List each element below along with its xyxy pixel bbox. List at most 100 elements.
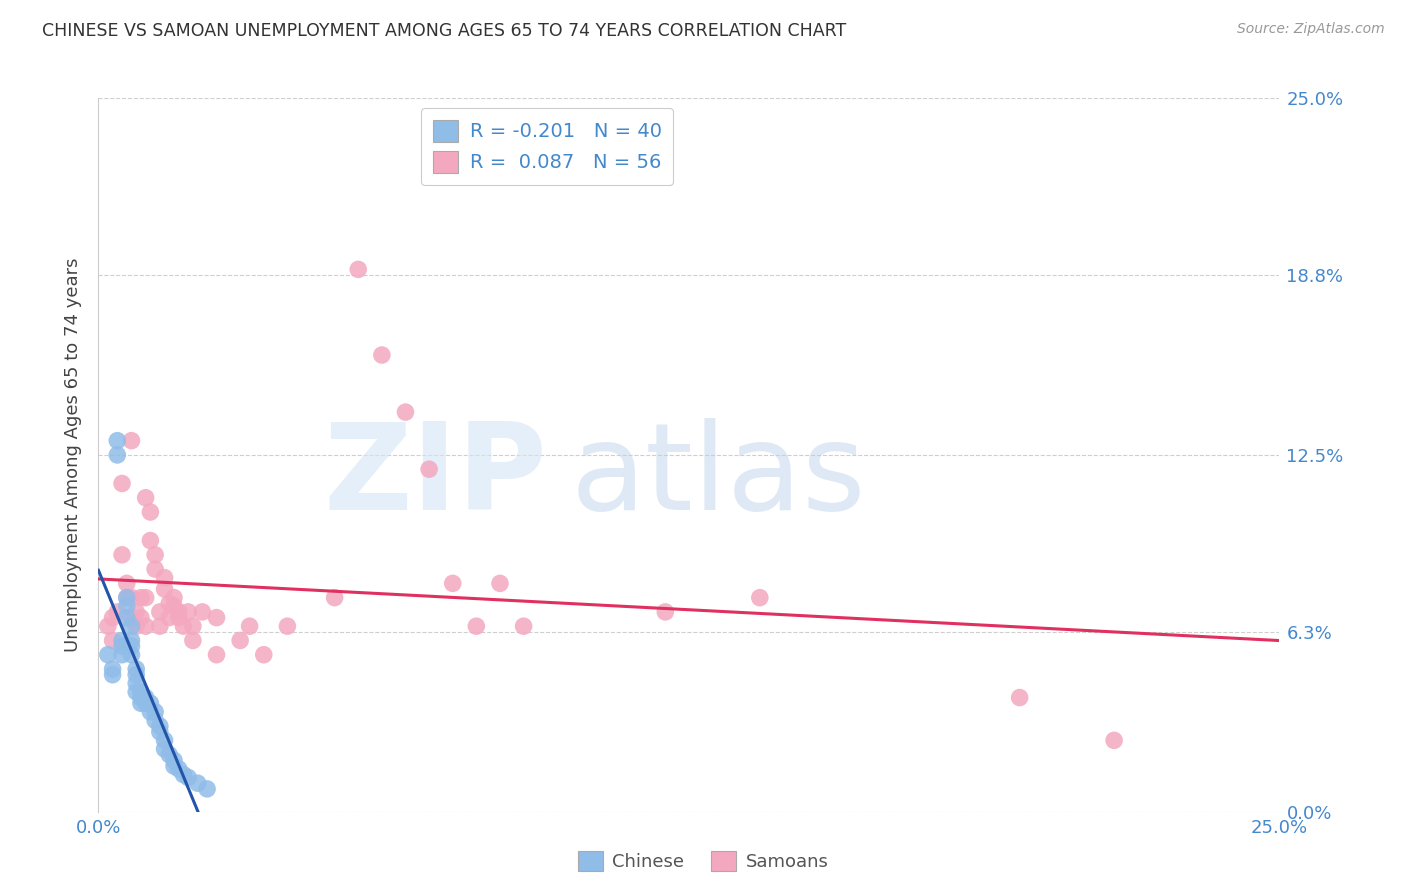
Point bbox=[163, 759, 186, 773]
Point bbox=[229, 633, 252, 648]
Point bbox=[139, 533, 162, 548]
Point bbox=[172, 767, 194, 781]
Point bbox=[101, 633, 124, 648]
Point bbox=[153, 571, 176, 585]
Text: CHINESE VS SAMOAN UNEMPLOYMENT AMONG AGES 65 TO 74 YEARS CORRELATION CHART: CHINESE VS SAMOAN UNEMPLOYMENT AMONG AGE… bbox=[42, 22, 846, 40]
Point bbox=[105, 434, 128, 448]
Point bbox=[111, 476, 134, 491]
Point bbox=[143, 705, 166, 719]
Y-axis label: Unemployment Among Ages 65 to 74 years: Unemployment Among Ages 65 to 74 years bbox=[65, 258, 83, 652]
Point bbox=[121, 434, 143, 448]
Point bbox=[371, 348, 394, 362]
Point bbox=[143, 562, 166, 576]
Point bbox=[139, 505, 162, 519]
Point bbox=[143, 548, 166, 562]
Point bbox=[125, 667, 148, 681]
Point bbox=[153, 582, 176, 596]
Point bbox=[654, 605, 676, 619]
Point bbox=[181, 633, 204, 648]
Point bbox=[129, 696, 152, 710]
Point bbox=[125, 685, 148, 699]
Point bbox=[167, 610, 190, 624]
Point bbox=[111, 633, 134, 648]
Point bbox=[97, 619, 120, 633]
Legend: Chinese, Samoans: Chinese, Samoans bbox=[571, 844, 835, 879]
Point bbox=[143, 714, 166, 728]
Point bbox=[489, 576, 512, 591]
Point bbox=[465, 619, 488, 633]
Point bbox=[139, 705, 162, 719]
Point bbox=[181, 619, 204, 633]
Point bbox=[167, 762, 190, 776]
Point bbox=[323, 591, 346, 605]
Point bbox=[121, 633, 143, 648]
Point bbox=[115, 591, 138, 605]
Point bbox=[125, 662, 148, 676]
Point bbox=[177, 605, 200, 619]
Point bbox=[105, 448, 128, 462]
Point bbox=[129, 690, 152, 705]
Point bbox=[205, 648, 228, 662]
Point bbox=[167, 605, 190, 619]
Point bbox=[121, 591, 143, 605]
Text: ZIP: ZIP bbox=[323, 417, 547, 535]
Point bbox=[157, 610, 180, 624]
Point bbox=[135, 696, 157, 710]
Point bbox=[115, 591, 138, 605]
Point bbox=[205, 610, 228, 624]
Text: Source: ZipAtlas.com: Source: ZipAtlas.com bbox=[1237, 22, 1385, 37]
Point bbox=[111, 639, 134, 653]
Point bbox=[347, 262, 370, 277]
Point bbox=[125, 619, 148, 633]
Point bbox=[101, 610, 124, 624]
Point bbox=[153, 733, 176, 747]
Point bbox=[394, 405, 416, 419]
Point bbox=[512, 619, 534, 633]
Point bbox=[115, 610, 138, 624]
Point bbox=[191, 605, 214, 619]
Point bbox=[418, 462, 440, 476]
Text: atlas: atlas bbox=[571, 417, 866, 535]
Point bbox=[149, 724, 172, 739]
Point bbox=[239, 619, 262, 633]
Point bbox=[253, 648, 276, 662]
Point bbox=[115, 576, 138, 591]
Point bbox=[97, 648, 120, 662]
Point bbox=[121, 619, 143, 633]
Point bbox=[139, 696, 162, 710]
Point bbox=[129, 591, 152, 605]
Point bbox=[149, 619, 172, 633]
Point bbox=[129, 685, 152, 699]
Point bbox=[105, 605, 128, 619]
Point bbox=[157, 596, 180, 610]
Point bbox=[125, 605, 148, 619]
Point bbox=[153, 742, 176, 756]
Point bbox=[135, 491, 157, 505]
Point bbox=[121, 648, 143, 662]
Point bbox=[187, 776, 209, 790]
Point bbox=[111, 648, 134, 662]
Point bbox=[149, 719, 172, 733]
Point bbox=[121, 610, 143, 624]
Point bbox=[121, 639, 143, 653]
Point bbox=[748, 591, 770, 605]
Point bbox=[441, 576, 464, 591]
Point bbox=[111, 548, 134, 562]
Point bbox=[135, 591, 157, 605]
Point bbox=[149, 605, 172, 619]
Point bbox=[163, 753, 186, 767]
Point bbox=[276, 619, 298, 633]
Point bbox=[135, 619, 157, 633]
Point bbox=[163, 599, 186, 614]
Point bbox=[1102, 733, 1125, 747]
Point bbox=[135, 690, 157, 705]
Point bbox=[101, 667, 124, 681]
Legend: R = -0.201   N = 40, R =  0.087   N = 56: R = -0.201 N = 40, R = 0.087 N = 56 bbox=[420, 108, 673, 185]
Point bbox=[101, 662, 124, 676]
Point bbox=[195, 781, 218, 796]
Point bbox=[125, 676, 148, 690]
Point bbox=[163, 591, 186, 605]
Point bbox=[1008, 690, 1031, 705]
Point bbox=[157, 747, 180, 762]
Point bbox=[177, 771, 200, 785]
